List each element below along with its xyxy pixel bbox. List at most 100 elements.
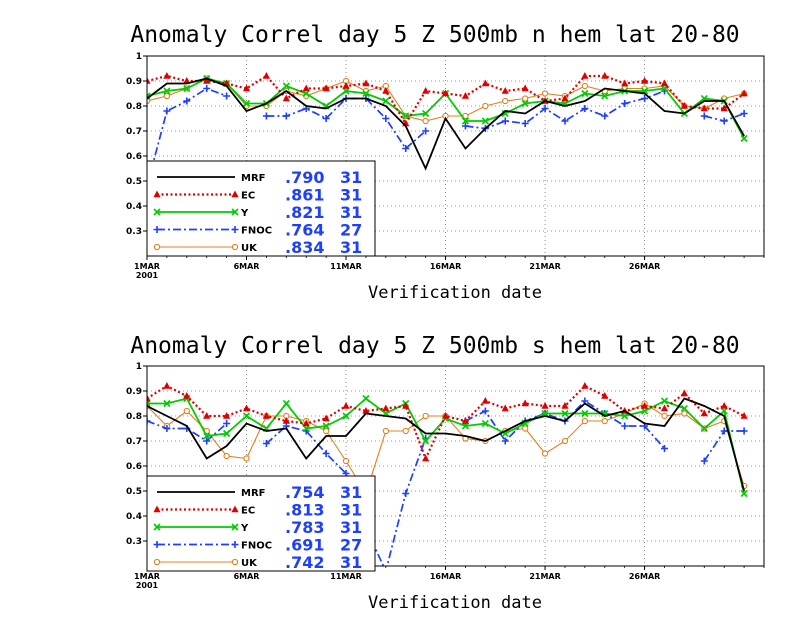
x-marker [422, 109, 430, 118]
y-tick-label: 1 [136, 362, 142, 372]
plus-marker [163, 425, 171, 432]
circle-marker [243, 455, 250, 462]
chart-2: Anomaly Correl day 5 Z 500mb s hem lat 2… [126, 333, 765, 613]
triangle-marker [481, 79, 489, 87]
triangle-marker [322, 414, 330, 422]
plus-marker [402, 145, 410, 152]
triangle-marker [660, 404, 669, 412]
circle-marker [163, 92, 171, 100]
x-marker [231, 208, 239, 216]
circle-marker [223, 452, 230, 460]
plus-marker [262, 440, 270, 447]
x-marker [402, 112, 410, 120]
triangle-marker [441, 412, 450, 419]
triangle-marker [601, 72, 609, 79]
x-tick-label: 11MAR [330, 572, 361, 581]
legend: MRF .790 31 EC .861 31 Y .821 31 FNOC .764 27 UK .834… [146, 160, 376, 257]
triangle-marker [601, 392, 609, 399]
triangle-marker [242, 404, 251, 412]
x-marker [680, 404, 688, 413]
legend-score-uk: .742 [285, 553, 324, 572]
legend-name-fnoc: FNOC [241, 541, 272, 552]
triangle-marker [720, 402, 728, 409]
legend-name-mrf: MRF [241, 488, 265, 499]
triangle-marker [163, 382, 171, 389]
x-marker [362, 394, 370, 403]
y-tick-label: 0.7 [126, 437, 142, 447]
plus-marker [641, 95, 649, 102]
x-marker [581, 409, 589, 418]
triangle-marker [621, 79, 629, 87]
circle-marker [581, 82, 589, 90]
x-marker [481, 117, 489, 125]
x-marker [541, 409, 549, 418]
x-marker [740, 134, 748, 143]
triangle-marker [640, 77, 649, 84]
triangle-marker [183, 392, 191, 399]
plus-marker [231, 541, 239, 548]
y-tick-label: 0.6 [126, 462, 142, 472]
plus-marker [402, 490, 410, 497]
plus-marker [461, 122, 469, 130]
triangle-marker [561, 402, 569, 409]
x-marker [223, 429, 231, 438]
circle-marker [482, 102, 489, 110]
x-marker [461, 117, 470, 125]
triangle-marker [680, 389, 688, 397]
x-tick-sublabel: 2001 [136, 581, 159, 590]
legend-count-mrf: 31 [340, 483, 362, 502]
x-marker [720, 407, 728, 415]
chart-title: Anomaly Correl day 5 Z 500mb s hem lat 2… [130, 333, 739, 359]
y-tick-label: 0.3 [126, 227, 142, 237]
plot-area [147, 382, 748, 566]
legend-name-y: Y [240, 208, 249, 219]
circle-marker [231, 558, 239, 566]
y-tick-label: 0.9 [126, 77, 142, 87]
triangle-marker [422, 87, 430, 94]
plus-marker [740, 110, 748, 117]
x-tick-label: 6MAR [234, 262, 260, 271]
circle-marker [231, 243, 239, 251]
legend-count-ec: 31 [340, 186, 362, 205]
x-tick-label: 21MAR [529, 262, 560, 271]
triangle-marker [422, 454, 430, 462]
plus-marker [203, 437, 211, 445]
x-tick-label: 16MAR [430, 262, 461, 271]
circle-marker [541, 90, 549, 97]
plus-marker [720, 427, 728, 435]
legend-score-mrf: .790 [285, 168, 324, 187]
triangle-marker [322, 84, 330, 92]
plus-marker [501, 437, 509, 445]
circle-marker [382, 427, 389, 435]
x-marker [153, 523, 161, 531]
triangle-marker [700, 409, 708, 417]
circle-marker [342, 457, 350, 465]
legend-count-uk: 31 [340, 238, 362, 257]
triangle-marker [282, 417, 290, 424]
x-marker [203, 432, 211, 440]
circle-marker [541, 450, 549, 457]
triangle-marker [153, 190, 161, 198]
plus-marker [581, 105, 589, 112]
triangle-marker [382, 87, 390, 94]
y-tick-label: 1 [136, 52, 142, 62]
triangle-marker [147, 77, 151, 84]
plus-marker [147, 417, 151, 425]
plus-marker [541, 105, 549, 112]
x-marker [362, 89, 370, 98]
plus-marker [621, 100, 629, 107]
x-tick-label: 1MAR [134, 262, 160, 271]
triangle-marker [203, 77, 211, 84]
triangle-marker [541, 402, 549, 409]
x-marker [342, 87, 350, 95]
chart-1: Anomaly Correl day 5 Z 500mb n hem lat 2… [126, 22, 765, 303]
x-tick-label: 11MAR [330, 262, 361, 271]
circle-marker [322, 427, 330, 435]
triangle-marker [481, 397, 489, 404]
y-tick-label: 0.9 [126, 387, 142, 397]
plot-area [147, 72, 748, 190]
triangle-marker [461, 92, 470, 99]
legend-count-fnoc: 27 [340, 221, 362, 240]
x-tick-label: 6MAR [234, 572, 260, 581]
plus-marker [660, 445, 668, 452]
